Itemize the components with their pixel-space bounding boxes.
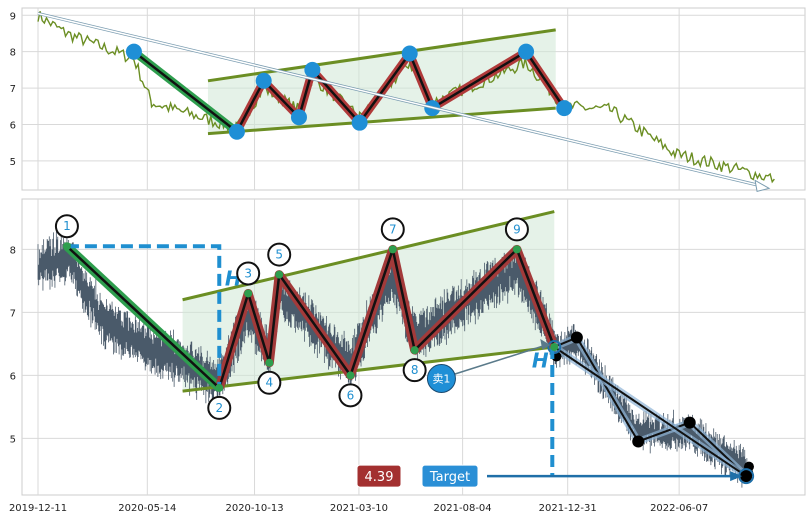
pattern-label-circle: [236, 261, 261, 286]
forecast-point: [632, 435, 645, 448]
pattern-label: 9: [513, 222, 521, 236]
pattern-label: 8: [411, 363, 419, 377]
pattern-label-circle: [402, 358, 427, 383]
pattern-label: 7: [389, 222, 397, 236]
top-wave-point: [351, 114, 368, 131]
sell-signal-label: 卖1: [432, 372, 450, 385]
top-y-tick-label: 8: [10, 48, 16, 59]
x-tick-label: 2021-03-10: [330, 503, 388, 514]
pattern-label-circle: [504, 217, 529, 242]
pattern-label: 1: [63, 219, 71, 233]
sell-signal-marker: [426, 363, 456, 393]
pattern-point: [512, 245, 521, 254]
pattern-point: [265, 358, 274, 367]
bottom-y-tick-label: 7: [10, 308, 16, 319]
target-arrowhead: [730, 471, 743, 482]
pattern-core: [66, 244, 556, 391]
pattern-point: [215, 383, 224, 392]
top-wave-point: [228, 123, 245, 140]
bottom-y-tick-label: 5: [10, 434, 16, 445]
top-wave-point: [518, 43, 535, 60]
forecast-point: [570, 331, 583, 344]
top-wave-point: [556, 100, 573, 117]
top-wave-point: [255, 72, 272, 89]
target-height-label: H: [532, 348, 549, 372]
bottom-channel-lower: [182, 345, 555, 393]
pattern-label: 3: [244, 266, 252, 280]
top-y-tick-label: 9: [10, 11, 16, 22]
sell-pointer-head: [540, 339, 551, 350]
top-wave-point: [290, 109, 307, 126]
pattern-label-circle: [54, 214, 79, 239]
pattern-label: 4: [266, 376, 274, 390]
height-marker-line: [66, 244, 222, 388]
top-channel-lower: [207, 106, 556, 136]
pattern-point: [244, 289, 253, 298]
target-box: [421, 464, 479, 488]
top-wave-point: [401, 45, 418, 62]
pattern-point: [388, 245, 397, 254]
price-box: [356, 464, 402, 488]
pattern-point: [275, 270, 284, 279]
pattern-label-circle: [267, 242, 292, 267]
bottom-y-tick-label: 6: [10, 371, 16, 382]
pattern-label-circle: [257, 370, 282, 395]
top-wave-point: [304, 61, 321, 78]
x-tick-label: 2021-08-04: [434, 503, 492, 514]
x-tick-label: 2022-06-07: [650, 503, 708, 514]
top-y-tick-label: 6: [10, 120, 16, 131]
top-y-tick-label: 7: [10, 84, 16, 95]
pattern-point: [346, 371, 355, 380]
top-trend-arrow-head: [754, 179, 771, 192]
pattern-label: 5: [275, 248, 283, 262]
forecast-direct-line: [553, 346, 747, 477]
top-channel-upper: [207, 28, 556, 83]
pattern-label-circle: [207, 395, 232, 420]
x-tick-label: 2020-10-13: [225, 503, 283, 514]
top-trend-arrow-body: [37, 12, 764, 188]
bottom-channel-upper: [182, 210, 555, 302]
pattern-label: 6: [347, 388, 355, 402]
pattern-point: [62, 242, 71, 251]
x-tick-label: 2020-05-14: [118, 503, 176, 514]
pattern-point: [550, 343, 559, 351]
sell-pointer-line: [453, 344, 547, 376]
price-box-label: 4.39: [365, 470, 394, 485]
pattern-label-circle: [338, 383, 363, 408]
top-wave-point: [125, 43, 142, 60]
pattern-label: 2: [215, 401, 223, 415]
x-tick-label: 2019-12-11: [9, 503, 67, 514]
top-wave-core: [133, 49, 566, 134]
pattern-point: [410, 346, 419, 355]
target-box-label: Target: [429, 470, 470, 485]
forecast-point: [683, 416, 696, 429]
top-y-tick-label: 5: [10, 157, 16, 168]
bottom-y-tick-label: 8: [10, 245, 16, 256]
x-tick-label: 2021-12-31: [539, 503, 597, 514]
pattern-label-circle: [380, 217, 405, 242]
